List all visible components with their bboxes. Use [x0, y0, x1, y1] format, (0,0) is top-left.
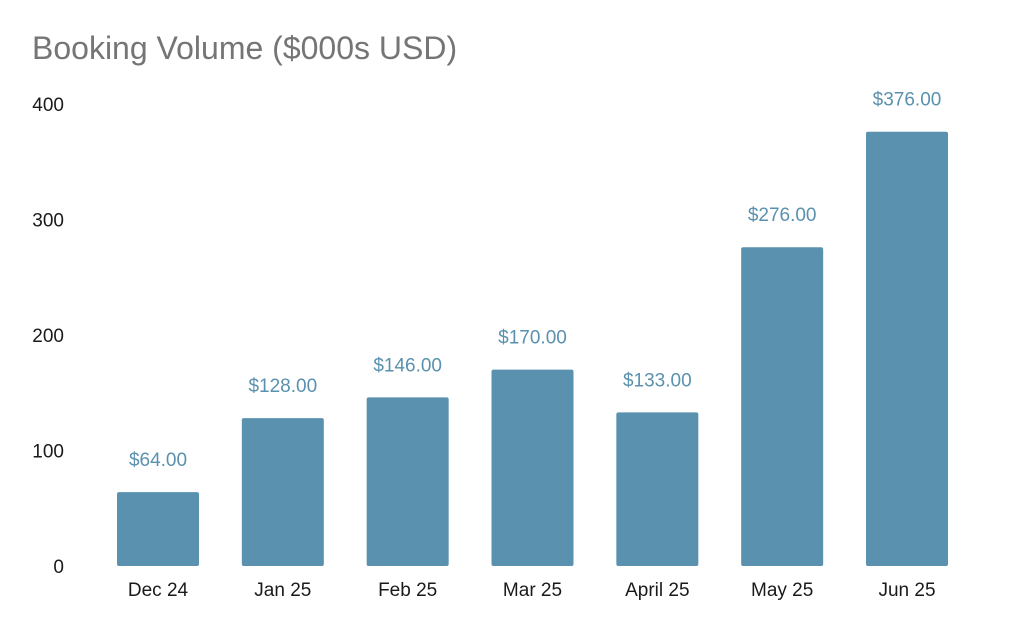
bar [491, 369, 574, 566]
data-label: $128.00 [248, 376, 317, 397]
bar [117, 492, 199, 566]
x-tick-label: Mar 25 [503, 580, 562, 601]
x-tick-label: May 25 [751, 580, 813, 601]
x-tick-label: April 25 [625, 580, 689, 601]
y-tick-label: 0 [53, 557, 64, 578]
y-tick-label: 400 [32, 95, 64, 116]
data-label: $146.00 [373, 355, 442, 376]
bar [866, 131, 948, 566]
data-label: $64.00 [129, 450, 187, 471]
x-tick-label: Dec 24 [128, 580, 189, 601]
bar [616, 412, 699, 566]
bar [366, 397, 449, 566]
bar [241, 418, 324, 566]
y-tick-label: 200 [32, 326, 64, 347]
x-tick-label: Jan 25 [254, 580, 311, 601]
chart-title: Booking Volume ($000s USD) [32, 30, 458, 66]
y-tick-label: 300 [32, 211, 64, 232]
data-label: $276.00 [748, 205, 817, 226]
y-tick-label: 100 [32, 442, 64, 463]
data-label: $170.00 [498, 328, 567, 349]
bar [741, 247, 824, 566]
data-label: $376.00 [873, 90, 942, 111]
x-tick-label: Feb 25 [378, 580, 437, 601]
data-label: $133.00 [623, 370, 692, 391]
x-tick-label: Jun 25 [878, 580, 935, 601]
